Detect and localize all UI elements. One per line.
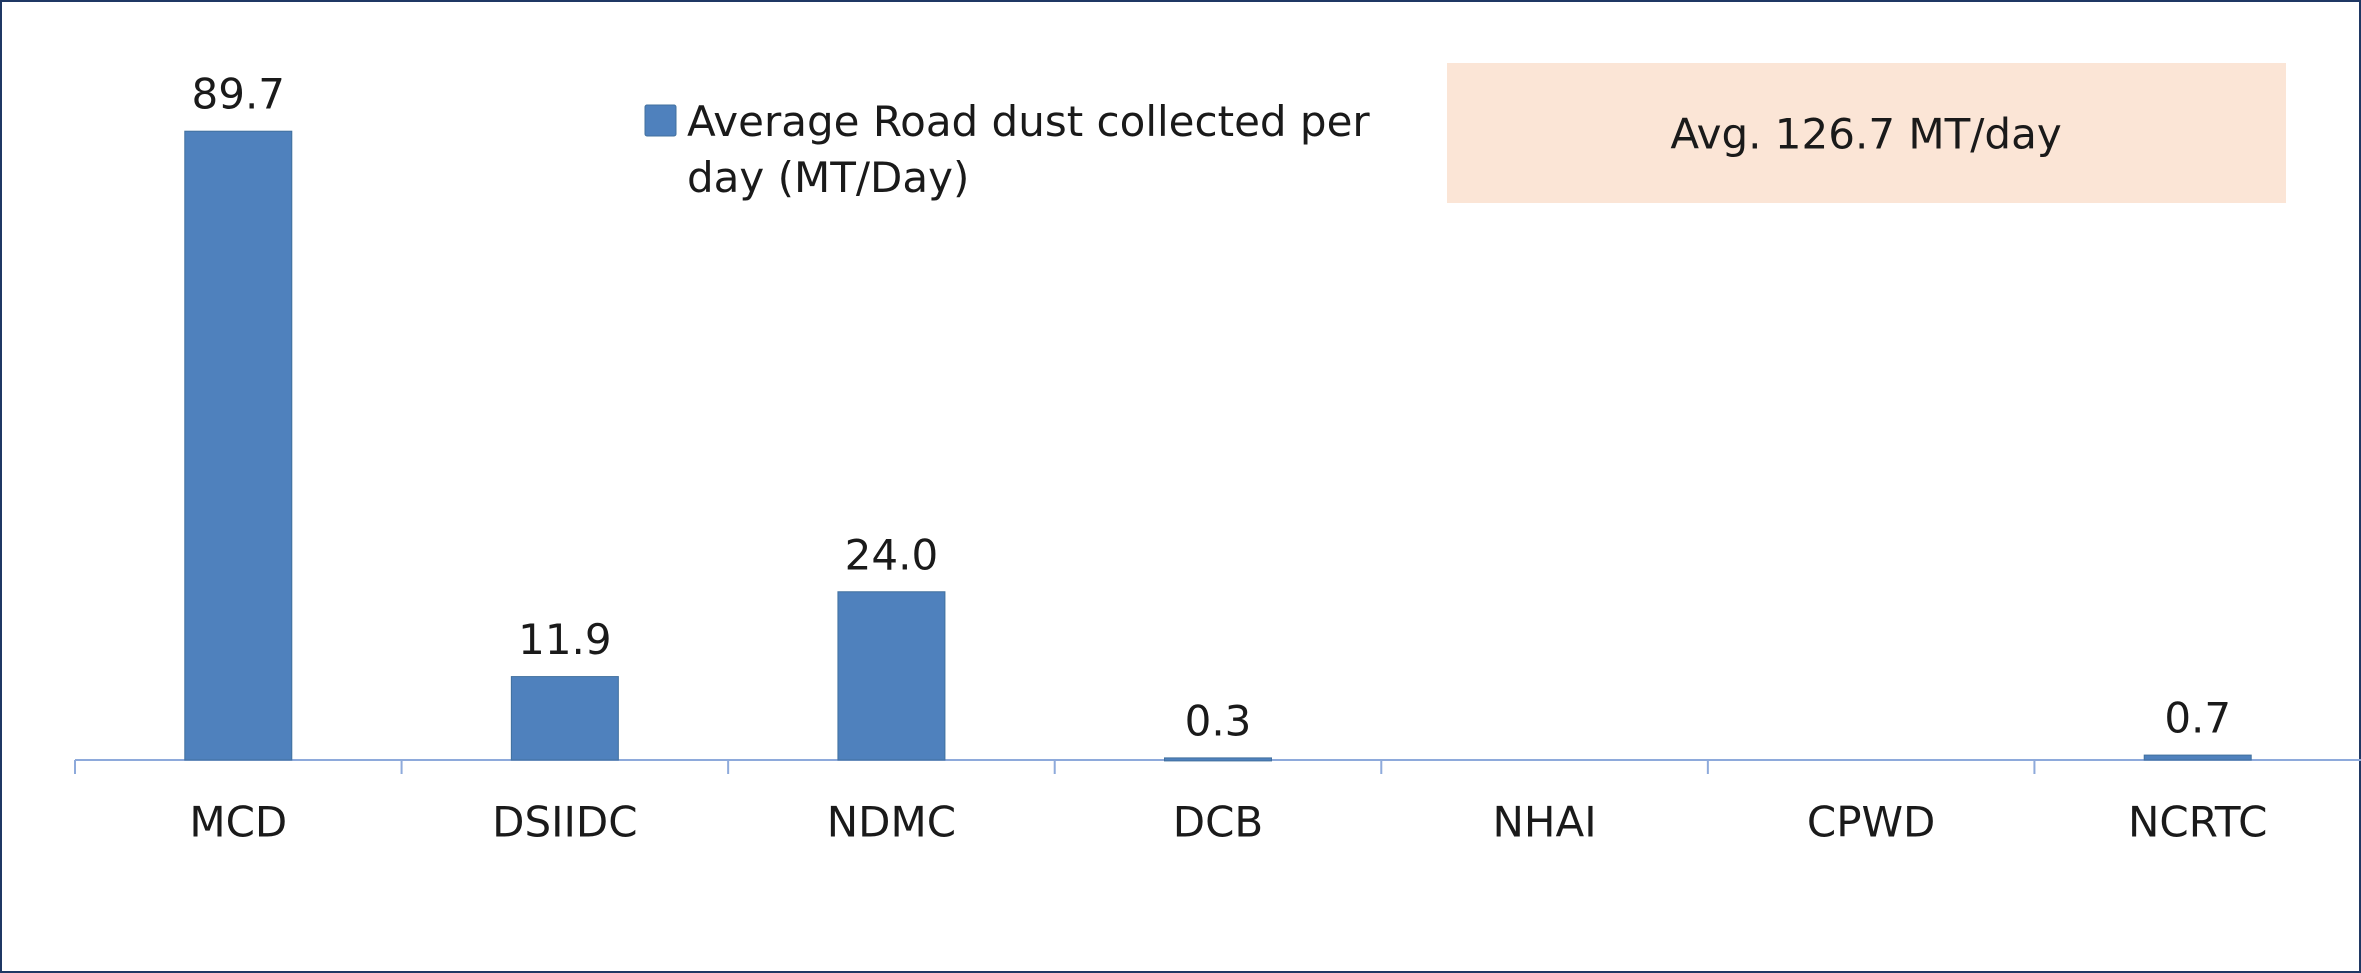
data-label: 11.9 [518, 615, 612, 664]
x-tick-label: NDMC [827, 798, 956, 847]
annotation: Avg. 126.7 MT/day [1670, 110, 2061, 159]
data-label: 24.0 [845, 530, 939, 579]
bar [837, 591, 946, 761]
bar [1164, 757, 1272, 762]
annotation-box [1447, 63, 2286, 203]
x-tick-label: DSIIDC [492, 798, 637, 847]
legend-swatch [644, 104, 677, 137]
x-tick-label: NHAI [1493, 798, 1597, 847]
data-label: 0.3 [1185, 696, 1252, 745]
data-label: 0.7 [2164, 694, 2231, 743]
legend: Average Road dust collected per day (MT/… [687, 97, 1370, 202]
x-tick-label: MCD [189, 798, 287, 847]
legend-label: Average Road dust collected per day (MT/… [687, 97, 1370, 202]
x-tick-label: DCB [1173, 798, 1263, 847]
x-tick-label: NCRTC [2128, 798, 2267, 847]
x-tick-label: CPWD [1807, 798, 1936, 847]
bar [184, 130, 293, 761]
data-label: 89.7 [192, 70, 286, 119]
bar [510, 676, 619, 761]
bar [2143, 754, 2252, 761]
